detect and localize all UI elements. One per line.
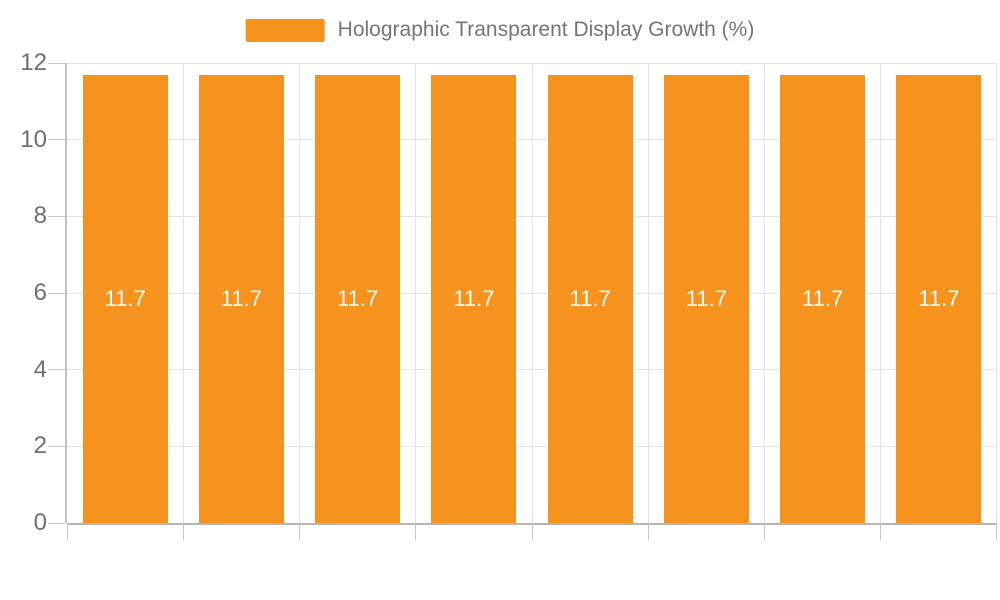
v-gridline bbox=[299, 63, 300, 523]
bar: 11.7 bbox=[82, 74, 168, 523]
x-tick-label: 2029-2030 bbox=[496, 596, 609, 600]
plot-area: 0 2 4 6 8 10 12 11.7 2025-2026 11.7 2026-2027 11.7 2… bbox=[20, 49, 997, 600]
y-axis-tick bbox=[48, 215, 65, 217]
bar: 11.7 bbox=[896, 74, 982, 523]
legend-swatch bbox=[245, 18, 325, 42]
y-axis-tick bbox=[48, 62, 65, 64]
bar: 11.7 bbox=[780, 74, 866, 523]
legend-item[interactable]: Holographic Transparent Display Growth (… bbox=[245, 18, 755, 42]
x-axis-tick bbox=[415, 523, 417, 540]
y-axis-tick bbox=[48, 369, 65, 371]
bar-value-label: 11.7 bbox=[569, 285, 611, 311]
x-tick-label: 2027-2028 bbox=[263, 596, 376, 600]
x-tick-label: 2030-2031 bbox=[612, 596, 725, 600]
y-tick-label: 4 bbox=[33, 355, 47, 383]
y-axis-line bbox=[65, 63, 67, 523]
y-axis-tick bbox=[48, 139, 65, 141]
x-tick-label: 2025-2026 bbox=[31, 596, 144, 600]
y-axis-tick bbox=[48, 292, 65, 294]
v-gridline bbox=[995, 63, 997, 523]
bar-value-label: 11.7 bbox=[802, 285, 844, 311]
bar: 11.7 bbox=[198, 74, 284, 523]
v-gridline bbox=[764, 63, 765, 523]
y-tick-label: 2 bbox=[33, 432, 47, 460]
x-tick-label: 2028-2029 bbox=[380, 596, 493, 600]
bar: 11.7 bbox=[663, 74, 749, 523]
v-gridline bbox=[415, 63, 417, 523]
x-axis-tick bbox=[995, 523, 997, 540]
x-tick-label: 2026-2027 bbox=[147, 596, 260, 600]
bar: 11.7 bbox=[431, 74, 517, 523]
bar-value-label: 11.7 bbox=[220, 285, 262, 311]
x-tick-label: 2031-2032 bbox=[728, 596, 841, 600]
x-tick-label: 2032-2033 bbox=[845, 596, 958, 600]
v-gridline bbox=[531, 63, 533, 523]
x-axis-tick bbox=[531, 523, 533, 540]
y-tick-label: 10 bbox=[20, 125, 47, 153]
bar: 11.7 bbox=[315, 74, 401, 523]
x-axis-tick bbox=[182, 523, 184, 540]
bar-value-label: 11.7 bbox=[337, 285, 379, 311]
y-tick-label: 6 bbox=[33, 279, 47, 306]
y-tick-label: 12 bbox=[20, 49, 47, 76]
x-axis-tick bbox=[647, 523, 649, 540]
v-gridline bbox=[880, 63, 882, 523]
bar-value-label: 11.7 bbox=[104, 285, 146, 311]
legend-label: Holographic Transparent Display Growth (… bbox=[337, 18, 755, 41]
y-axis-tick bbox=[48, 445, 65, 447]
x-axis-tick bbox=[764, 523, 765, 540]
x-axis-tick bbox=[880, 523, 882, 540]
x-axis-tick bbox=[299, 523, 300, 540]
bar: 11.7 bbox=[547, 74, 633, 523]
v-gridline bbox=[647, 63, 649, 523]
x-axis-tick bbox=[66, 523, 68, 540]
v-gridline bbox=[182, 63, 184, 523]
y-tick-label: 0 bbox=[33, 509, 47, 536]
y-axis-tick bbox=[48, 522, 65, 524]
bar-value-label: 11.7 bbox=[918, 285, 960, 311]
y-tick-label: 8 bbox=[33, 202, 47, 230]
bar-value-label: 11.7 bbox=[685, 285, 727, 311]
bar-value-label: 11.7 bbox=[453, 285, 495, 311]
